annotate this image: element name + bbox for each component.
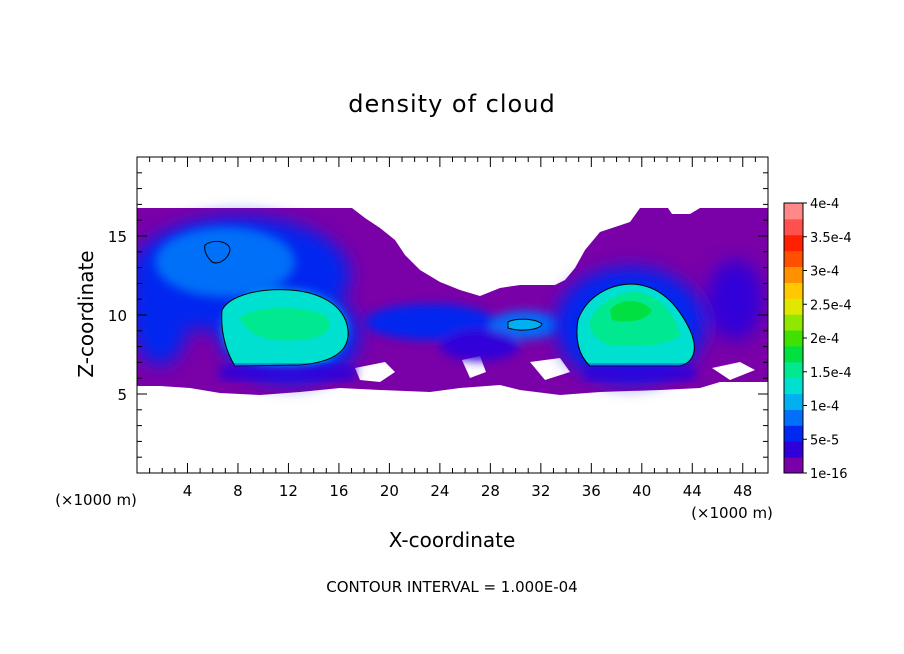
colorbar-labels: 1e-16 5e-5 1e-4 1.5e-4 2e-4 2.5e-4 3e-4 3.5e-4 4… (803, 197, 852, 482)
clear-gap-lower-3 (530, 358, 570, 380)
colorbar-label: 5e-5 (810, 433, 839, 448)
x-tick-label: 28 (481, 482, 500, 500)
colorbar-label: 1e-4 (810, 400, 839, 415)
clear-gap-lower-1 (355, 362, 395, 382)
y-tick-label: 15 (108, 228, 127, 246)
x-tick-label: 16 (329, 482, 348, 500)
x-tick-label: 44 (683, 482, 702, 500)
right-core-top (610, 301, 652, 322)
colorbar-swatch (784, 345, 803, 363)
y-tick-label: 5 (117, 386, 127, 404)
clear-gap-lower-4 (712, 362, 755, 380)
x-tick-label: 48 (733, 482, 752, 500)
contour-interval-note: CONTOUR INTERVAL = 1.000E-04 (326, 578, 577, 596)
x-tick-label: 36 (582, 482, 601, 500)
y-axis-label: Z-coordinate (74, 250, 98, 377)
x-tick-label: 24 (430, 482, 449, 500)
y-axis-ticks: 5 10 15 (108, 172, 768, 458)
colorbar-label: 2.5e-4 (810, 298, 852, 313)
colorbar-swatch (784, 298, 803, 315)
x-unit-label: (×1000 m) (691, 504, 773, 522)
clear-gap-small (668, 208, 700, 214)
colorbar-label: 1e-16 (810, 467, 848, 482)
colorbar-swatch (784, 393, 803, 410)
upper-left-cell (204, 241, 230, 263)
x-tick-label: 20 (380, 482, 399, 500)
x-tick-label: 8 (233, 482, 243, 500)
y-tick-label: 10 (108, 307, 127, 325)
x-axis-label: X-coordinate (389, 528, 516, 552)
colorbar-swatch (784, 409, 803, 426)
colorbar-swatch (784, 441, 803, 458)
right-core-contour (576, 283, 695, 367)
chart-title: density of cloud (348, 90, 555, 118)
x-tick-label: 40 (632, 482, 651, 500)
colorbar-label: 4e-4 (810, 197, 839, 212)
colorbar-swatch (784, 218, 803, 236)
colorbar-swatch (784, 330, 803, 347)
heatmap-field (137, 208, 768, 395)
z-unit-label: (×1000 m) (55, 491, 137, 509)
colorbar-swatch (784, 203, 803, 220)
mid-small-contour (507, 318, 543, 331)
x-tick-label: 12 (279, 482, 298, 500)
colorbar (783, 202, 804, 474)
colorbar-swatch (784, 377, 803, 395)
colorbar-swatch (784, 314, 803, 331)
x-tick-label: 32 (531, 482, 550, 500)
clear-gap-lower-2 (462, 356, 486, 378)
colorbar-swatch (784, 250, 803, 268)
mid-small-cell (508, 319, 542, 331)
colorbar-label: 2e-4 (810, 332, 839, 347)
colorbar-swatch (784, 425, 803, 442)
colorbar-swatch (784, 234, 803, 252)
mid-blue-streak (365, 304, 560, 361)
colorbar-swatch (784, 361, 803, 379)
colorbar-label: 3e-4 (810, 265, 839, 280)
lower-dark-band (220, 366, 695, 380)
clear-gap-upper (352, 208, 640, 296)
x-tick-label: 4 (183, 482, 193, 500)
colorbar-label: 1.5e-4 (810, 366, 852, 381)
colorbar-swatch (784, 282, 803, 299)
clear-gap-small-2 (498, 232, 518, 240)
x-axis-ticks: 4 8 12 16 20 24 28 32 36 40 44 48 (149, 157, 756, 500)
colorbar-swatch (784, 457, 803, 474)
left-core-peak (240, 307, 330, 341)
left-core-contour (221, 289, 349, 367)
colorbar-label: 3.5e-4 (810, 231, 852, 246)
colorbar-swatch (784, 266, 803, 283)
upper-left-contour (204, 240, 231, 264)
